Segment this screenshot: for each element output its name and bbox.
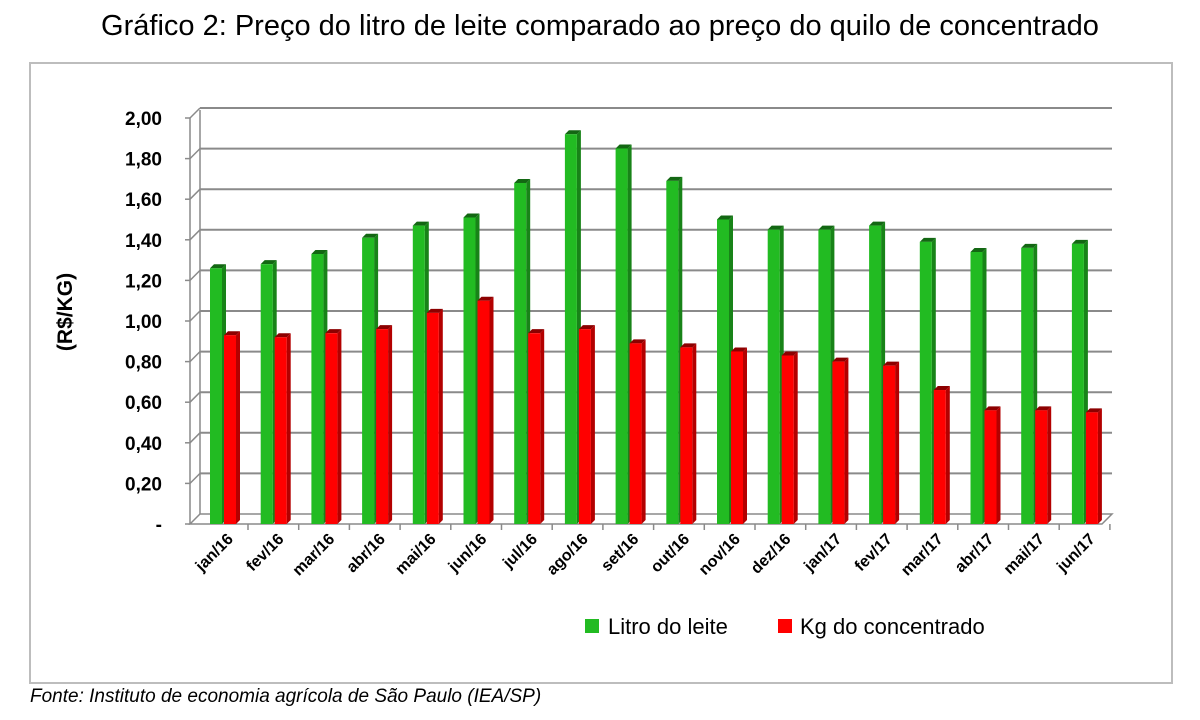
bar-kg-do-concentrado: [832, 357, 849, 524]
bar-kg-do-concentrado: [629, 339, 646, 524]
x-tick-label: fev/17: [852, 531, 896, 575]
bar-litro-do-leite: [362, 233, 379, 524]
x-tick-label: mar/17: [898, 531, 947, 580]
grid-diagonal: [189, 107, 201, 119]
legend-swatch-concentrado: [778, 619, 792, 633]
bar-kg-do-concentrado: [781, 351, 798, 524]
legend-label-leite: Litro do leite: [608, 614, 728, 639]
bar-kg-do-concentrado: [933, 386, 950, 524]
bar-kg-do-concentrado: [224, 331, 240, 524]
bar-kg-do-concentrado: [376, 325, 393, 524]
legend-label-concentrado: Kg do concentrado: [800, 614, 985, 639]
bar-litro-do-leite: [1071, 239, 1088, 525]
grid-diagonal: [189, 432, 201, 444]
bar-litro-do-leite: [919, 237, 936, 524]
y-tick-label: 0,40: [125, 434, 162, 455]
x-tick-label: abr/17: [952, 531, 997, 576]
x-tick-label: mar/16: [290, 531, 339, 580]
y-tick-label: 0,60: [125, 393, 162, 414]
bar-litro-do-leite: [767, 225, 784, 524]
bar-litro-do-leite: [666, 176, 683, 524]
bar-litro-do-leite: [717, 215, 733, 524]
x-tick-label: dez/16: [748, 531, 795, 578]
grid-diagonal: [189, 229, 201, 241]
bar-kg-do-concentrado: [578, 325, 595, 524]
y-axis-label: (R$/KG): [54, 273, 77, 351]
source-note: Fonte: Instituto de economia agrícola de…: [30, 686, 542, 707]
bar-litro-do-leite: [615, 144, 632, 524]
page-title: Gráfico 2: Preço do litro de leite compa…: [101, 10, 1099, 42]
bar-litro-do-leite: [210, 264, 226, 524]
x-tick-label: jan/16: [192, 531, 237, 576]
bar-litro-do-leite: [1021, 243, 1038, 525]
grid-diagonal: [189, 391, 201, 403]
y-tick-label: 0,20: [125, 474, 162, 495]
legend: Litro do leite Kg do concentrado: [585, 614, 985, 639]
bar-kg-do-concentrado: [528, 329, 545, 524]
bar-kg-do-concentrado: [1035, 406, 1052, 524]
bar-kg-do-concentrado: [731, 347, 747, 524]
grid-diagonal: [189, 188, 201, 200]
bar-litro-do-leite: [514, 178, 531, 524]
bar-kg-do-concentrado: [274, 333, 291, 524]
x-tick-label: out/16: [648, 531, 693, 576]
x-tick-label: mai/17: [1001, 531, 1048, 578]
x-tick-label: set/16: [598, 531, 642, 575]
bar-kg-do-concentrado: [325, 329, 342, 524]
bar-kg-do-concentrado: [477, 296, 494, 524]
bar-litro-do-leite: [463, 213, 480, 524]
bar-kg-do-concentrado: [984, 406, 1001, 524]
bar-litro-do-leite: [260, 260, 277, 524]
bar-litro-do-leite: [869, 221, 886, 524]
y-tick-label: -: [156, 515, 162, 536]
bar-litro-do-leite: [970, 247, 987, 525]
y-tick-label: 1,60: [125, 190, 162, 211]
y-tick-label: 1,40: [125, 231, 162, 252]
x-tick-label: mai/16: [392, 531, 439, 578]
y-tick-label: 1,20: [125, 271, 162, 292]
x-tick-label: jun/16: [445, 531, 490, 576]
x-tick-label: ago/16: [544, 531, 592, 579]
bar-litro-do-leite: [311, 250, 328, 524]
bar-kg-do-concentrado: [1085, 408, 1102, 524]
y-tick-label: 2,00: [125, 109, 162, 130]
bar-kg-do-concentrado: [426, 308, 443, 524]
grid-diagonal: [189, 472, 201, 484]
grid-diagonal: [189, 351, 201, 363]
grid-diagonal: [189, 269, 201, 281]
bars-layer: [210, 130, 1102, 525]
x-tick-label: jul/16: [499, 531, 541, 573]
x-tick-label: abr/16: [344, 531, 389, 576]
chart-frame: [29, 62, 1173, 684]
bar-kg-do-concentrado: [883, 361, 900, 524]
y-tick-label: 0,80: [125, 353, 162, 374]
grid-diagonal: [189, 148, 201, 160]
x-tick-label: fev/16: [243, 531, 287, 575]
x-tick-label: jun/17: [1053, 531, 1098, 576]
y-tick-label: 1,80: [125, 150, 162, 171]
x-tick-label: jan/17: [800, 531, 845, 576]
bar-litro-do-leite: [412, 221, 429, 524]
bar-litro-do-leite: [564, 130, 581, 525]
bar-kg-do-concentrado: [680, 343, 697, 524]
legend-swatch-leite: [585, 619, 599, 633]
y-tick-label: 1,00: [125, 312, 162, 333]
x-tick-label: nov/16: [696, 531, 744, 579]
grid-diagonal: [189, 310, 201, 322]
bar-litro-do-leite: [818, 225, 835, 524]
